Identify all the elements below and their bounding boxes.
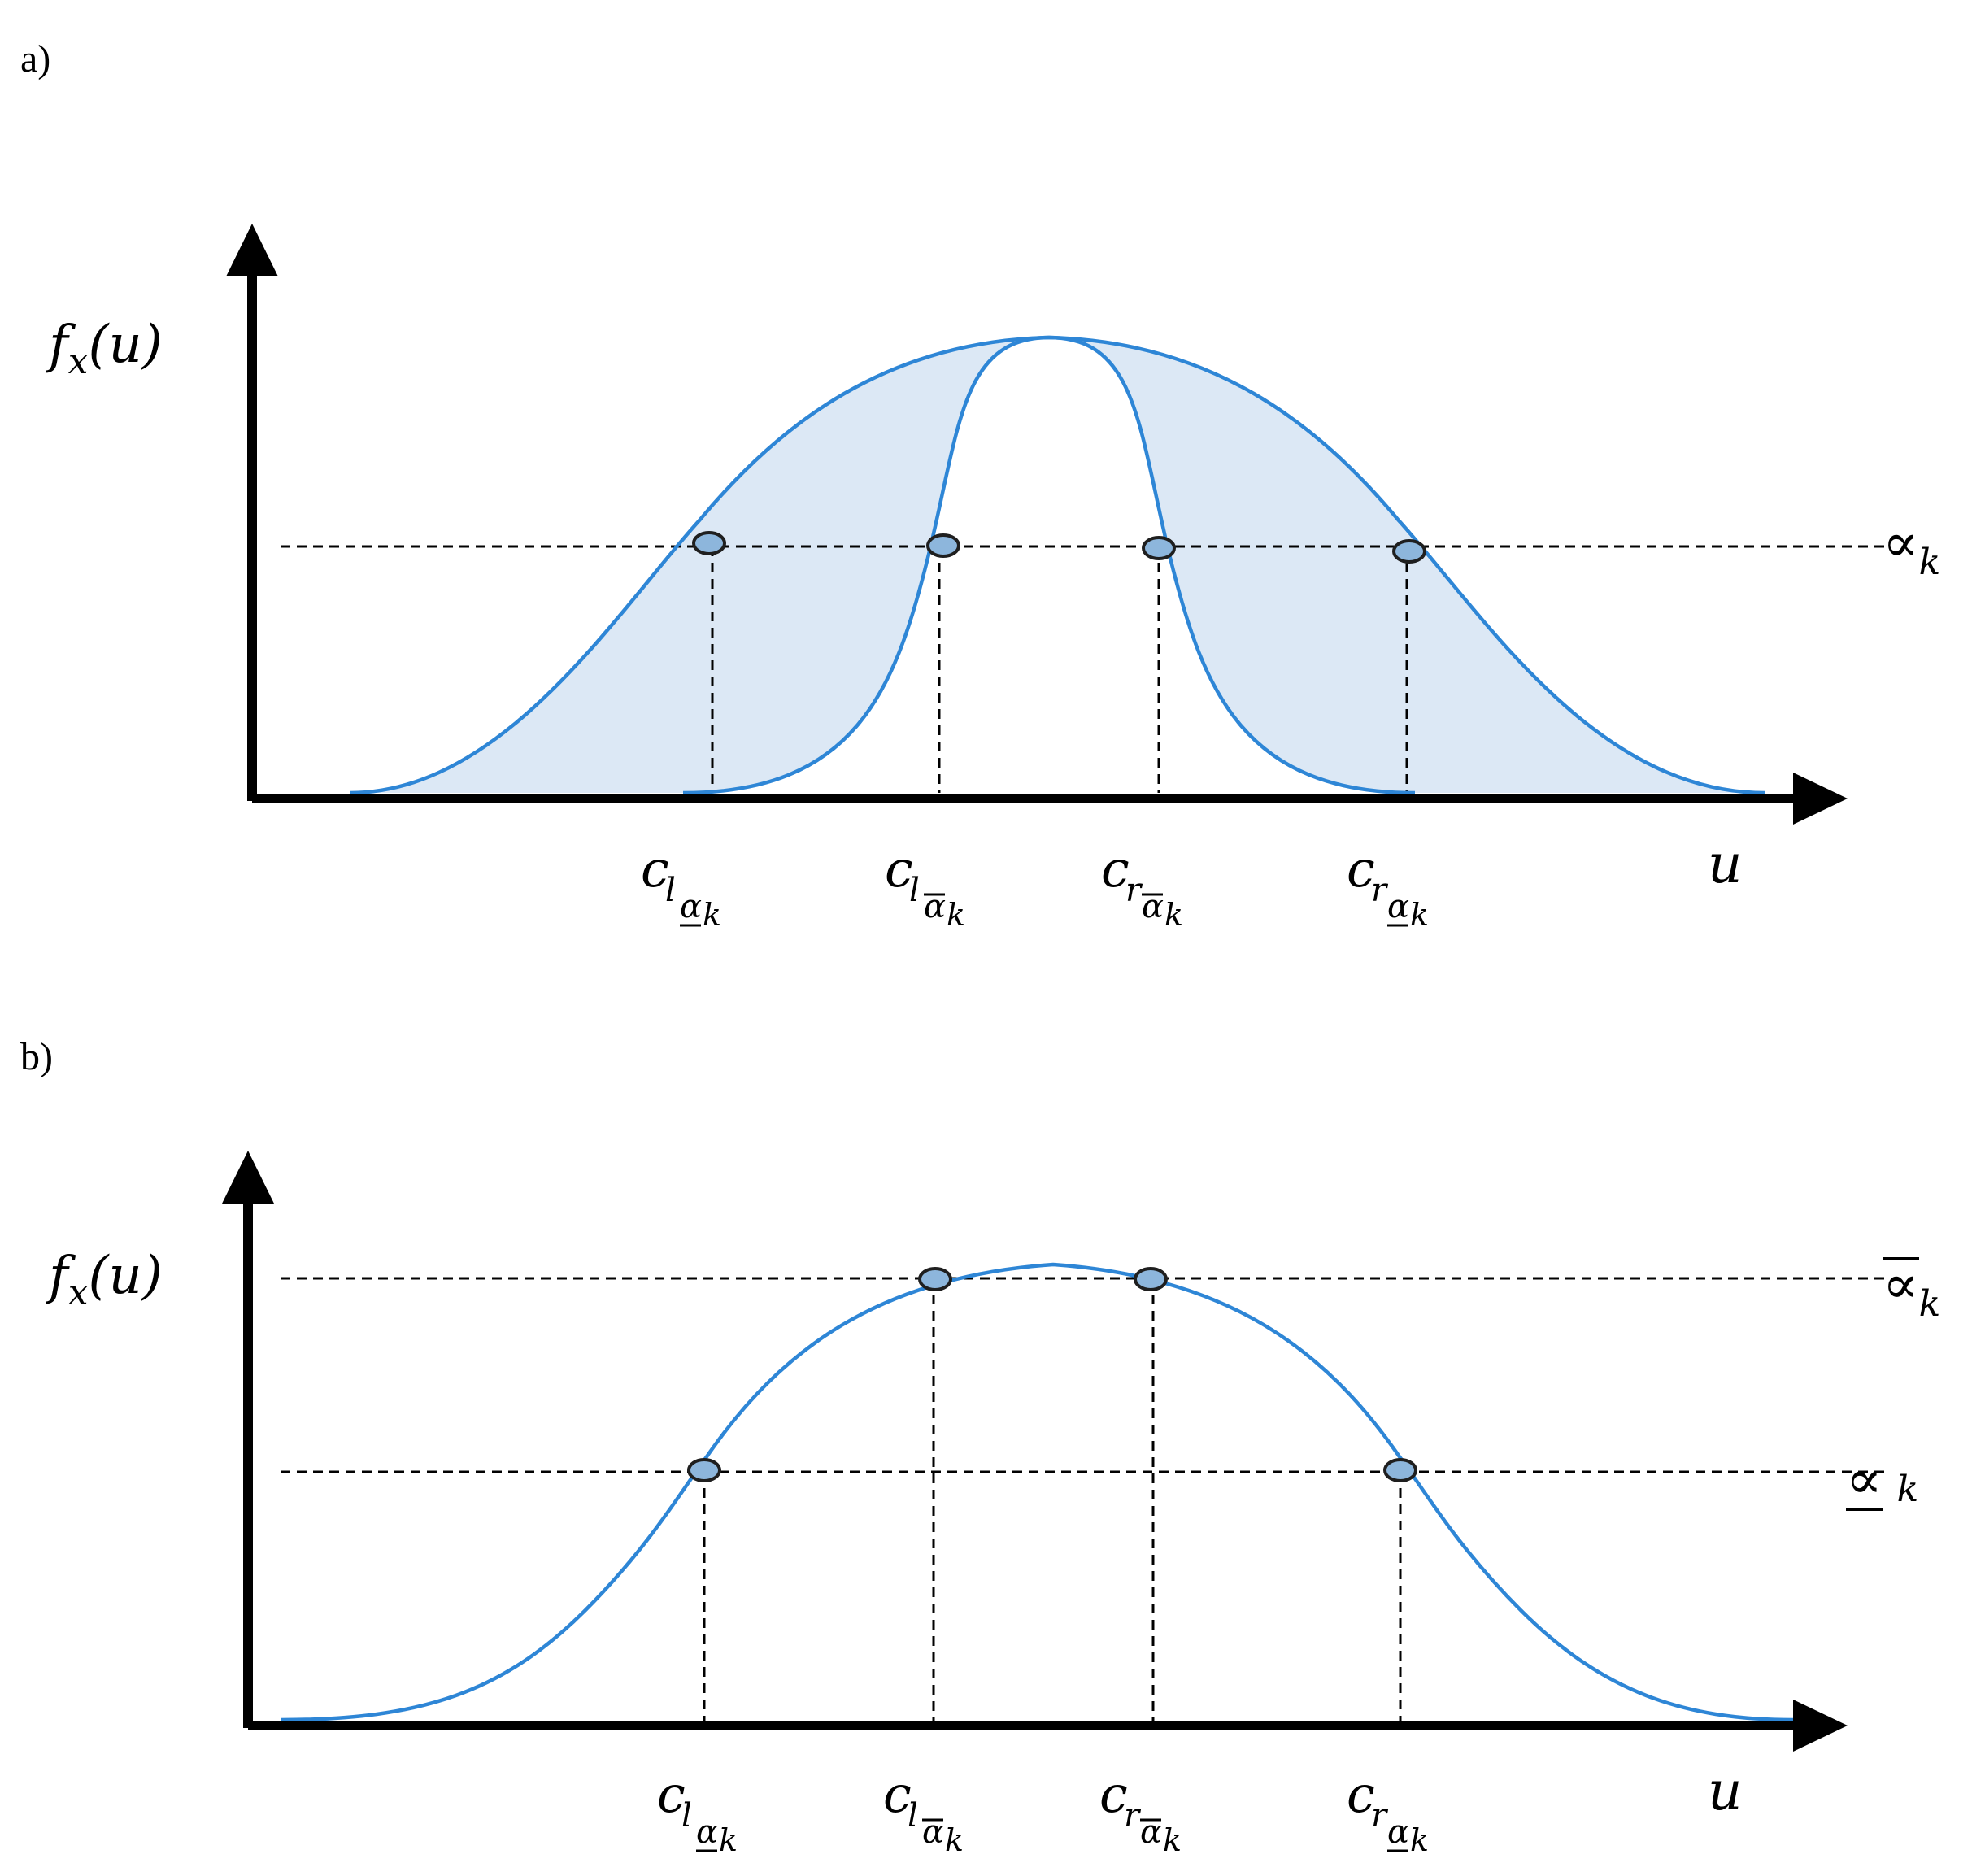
- svg-text:r: r: [1124, 1797, 1142, 1835]
- svg-text:α: α: [680, 888, 702, 925]
- svg-text:α: α: [1387, 888, 1409, 925]
- svg-text:k: k: [1410, 897, 1429, 933]
- svg-text:k: k: [1163, 1822, 1182, 1858]
- svg-text:∝k: ∝k: [1846, 1448, 1918, 1511]
- svg-text:α: α: [1387, 1813, 1409, 1851]
- panel-a-marker-3: [1142, 536, 1176, 560]
- svg-text:r: r: [1125, 872, 1143, 909]
- panel-b: b) fx(u) ∝k: [20, 1035, 1940, 1858]
- svg-text:l: l: [681, 1797, 692, 1835]
- panel-b-y-axis-label: fx(u): [46, 1246, 163, 1313]
- panel-b-tick-label-3: c r α k: [1099, 1765, 1182, 1858]
- panel-a-marker-2: [926, 533, 960, 558]
- panel-a-tick-label-2: c l α k: [885, 839, 965, 933]
- panel-a-lower-curve: [682, 335, 1416, 795]
- svg-text:c: c: [1347, 839, 1375, 899]
- panel-b-marker-4: [1383, 1458, 1417, 1482]
- panel-a-x-arrowhead: [1793, 773, 1848, 825]
- svg-text:α: α: [1140, 1813, 1162, 1851]
- panel-a-tick-label-3: c r α k: [1101, 839, 1183, 933]
- panel-b-x-axis-label: u: [1708, 1760, 1743, 1822]
- panel-a-uncertainty-band: [350, 337, 1765, 793]
- svg-text:k: k: [703, 897, 721, 933]
- panel-b-marker-1: [687, 1458, 721, 1482]
- svg-text:α: α: [924, 888, 946, 925]
- svg-text:c: c: [657, 1765, 686, 1824]
- svg-text:k: k: [719, 1822, 738, 1858]
- panel-a-label: a): [20, 37, 50, 81]
- panel-b-curve: [280, 1262, 1794, 1722]
- panel-b-marker-2: [918, 1267, 952, 1291]
- panel-b-x-arrowhead: [1793, 1700, 1848, 1752]
- panel-a-tick-label-4: c r α k: [1347, 839, 1429, 933]
- panel-a: a) fx(u) ∝k u: [20, 37, 1940, 933]
- svg-text:∝k: ∝k: [1883, 1253, 1940, 1325]
- panel-b-marker-3: [1134, 1267, 1168, 1291]
- svg-text:c: c: [883, 1765, 912, 1824]
- svg-text:α: α: [1142, 888, 1164, 925]
- panel-b-tick-label-2: c l α k: [883, 1765, 964, 1858]
- svg-text:c: c: [641, 839, 669, 899]
- svg-text:α: α: [696, 1813, 718, 1851]
- panel-a-y-axis-label: fx(u): [46, 315, 163, 382]
- panel-b-upper-level-label: ∝k: [1883, 1253, 1940, 1325]
- panel-a-alpha-level-label: ∝k: [1883, 511, 1940, 583]
- svg-text:l: l: [665, 872, 676, 909]
- svg-text:k: k: [945, 1822, 964, 1858]
- svg-text:r: r: [1371, 872, 1389, 909]
- svg-text:c: c: [1101, 839, 1130, 899]
- panel-b-lower-level-label: ∝ k: [1846, 1448, 1918, 1511]
- panel-a-y-arrowhead: [226, 224, 278, 276]
- svg-text:c: c: [885, 839, 913, 899]
- panel-b-tick-label-4: c r α k: [1347, 1765, 1429, 1858]
- panel-a-marker-4: [1392, 539, 1426, 564]
- panel-b-y-arrowhead: [222, 1151, 274, 1204]
- svg-text:l: l: [909, 872, 920, 909]
- panel-a-marker-1: [692, 531, 726, 555]
- svg-text:l: l: [908, 1797, 918, 1835]
- panel-b-tick-label-1: c l α k: [657, 1765, 738, 1858]
- svg-text:α: α: [922, 1813, 944, 1851]
- panel-a-tick-label-1: c l α k: [641, 839, 721, 933]
- svg-text:c: c: [1347, 1765, 1375, 1824]
- panel-a-x-axis-label: u: [1708, 833, 1743, 895]
- svg-text:r: r: [1371, 1797, 1389, 1835]
- svg-text:k: k: [1164, 897, 1183, 933]
- svg-text:k: k: [947, 897, 965, 933]
- panel-b-label: b): [20, 1035, 53, 1078]
- svg-text:c: c: [1099, 1765, 1128, 1824]
- svg-text:k: k: [1410, 1822, 1429, 1858]
